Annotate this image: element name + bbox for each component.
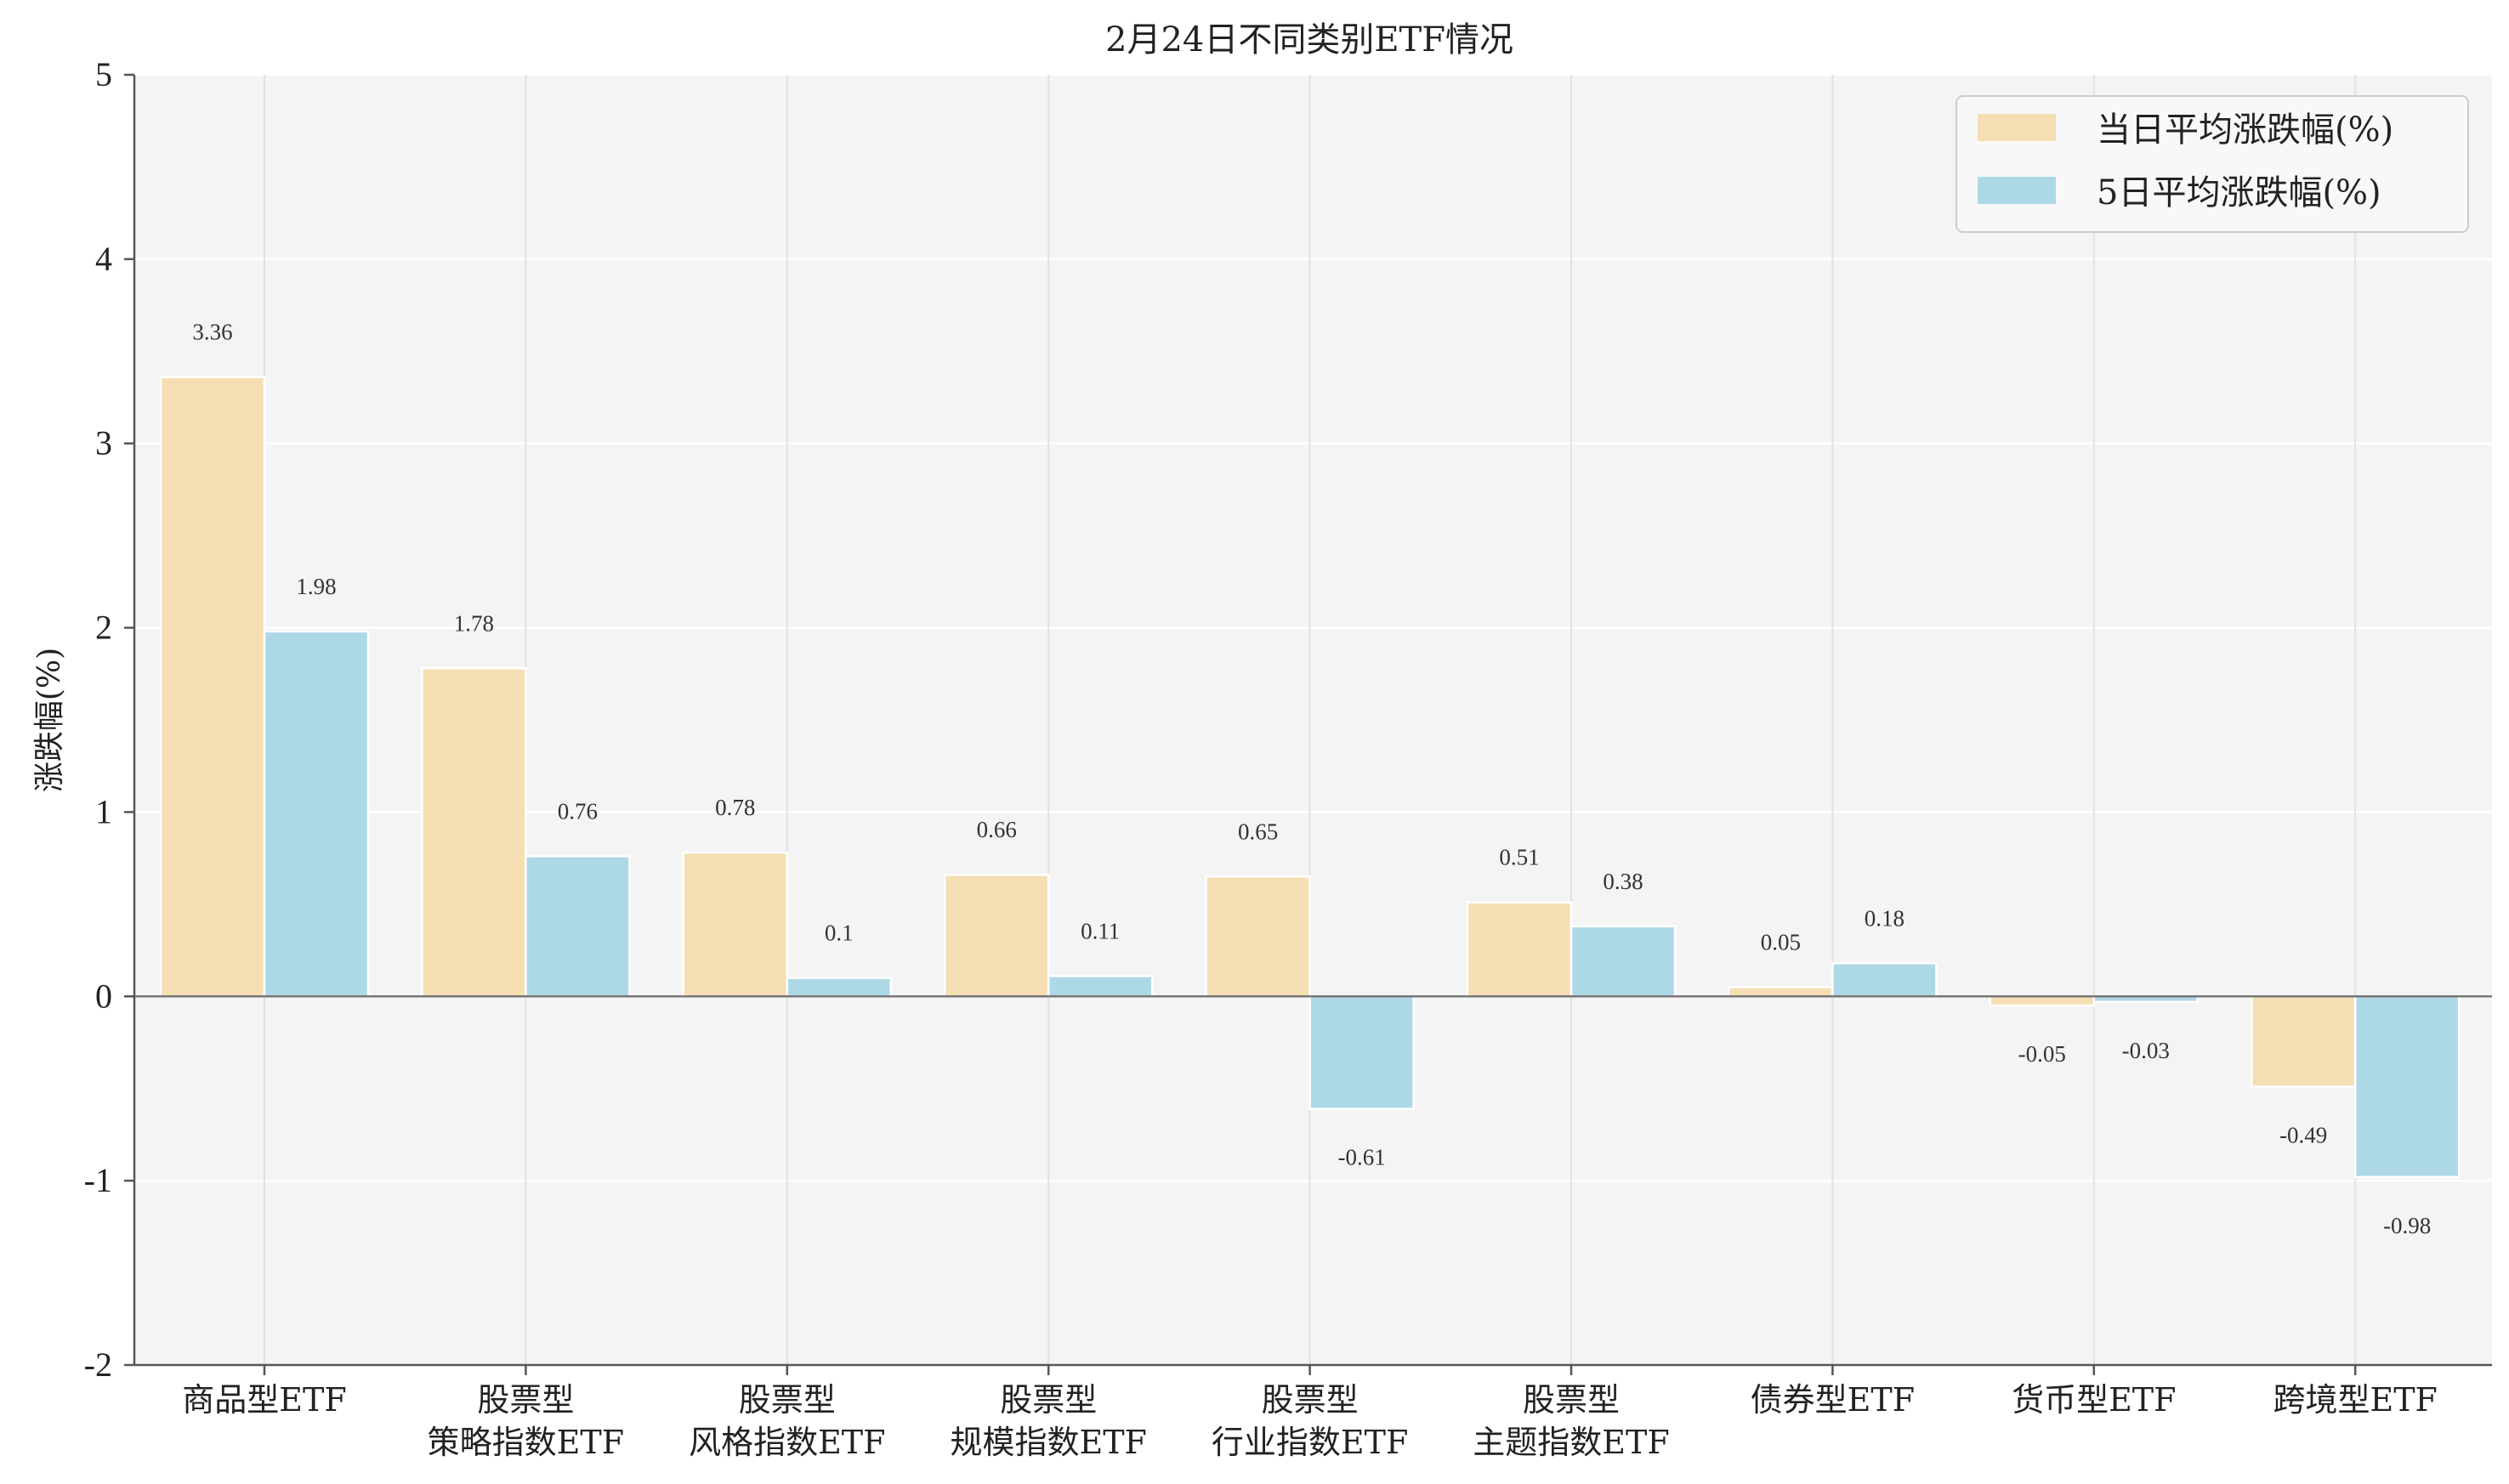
x-tick-label: 风格指数ETF [689, 1424, 885, 1461]
chart-title: 2月24日不同类别ETF情况 [1105, 20, 1513, 59]
bar-daily [943, 873, 1050, 998]
x-tick-label: 股票型 [1000, 1381, 1097, 1419]
data-label: 0.76 [558, 798, 598, 824]
x-tick-label: 商品型ETF [182, 1381, 346, 1419]
bar-daily [1728, 986, 1834, 998]
x-tick-label: 策略指数ETF [428, 1424, 624, 1461]
bar-daily [682, 851, 789, 998]
bar-daily [1205, 875, 1311, 998]
x-tick-label: 行业指数ETF [1212, 1424, 1408, 1461]
y-tick-label: -2 [84, 1345, 112, 1384]
bar-5day [786, 977, 893, 998]
y-tick-label: -1 [84, 1161, 112, 1199]
data-label: -0.98 [2383, 1213, 2431, 1238]
bar-daily [1989, 995, 2096, 1007]
x-tick-label: 股票型 [739, 1381, 836, 1419]
legend: 当日平均涨跌幅(%) 5日平均涨跌幅(%) [1956, 95, 2469, 233]
data-label: -0.03 [2122, 1038, 2170, 1063]
x-tick-label: 股票型 [477, 1381, 574, 1419]
data-label: 0.66 [977, 817, 1017, 842]
x-tick-label: 股票型 [1262, 1381, 1359, 1419]
bar-daily [159, 376, 266, 998]
data-label: -0.61 [1337, 1145, 1385, 1170]
x-tick-label: 货币型ETF [2012, 1381, 2176, 1419]
data-label: 0.51 [1499, 845, 1539, 870]
bar-5day [263, 630, 370, 998]
bar-5day [2353, 995, 2461, 1179]
data-label: -0.49 [2279, 1123, 2327, 1148]
bars [159, 376, 2461, 1179]
legend-swatch-daily [1978, 114, 2056, 141]
data-label: 3.36 [192, 320, 232, 345]
data-label: 0.18 [1865, 905, 1904, 931]
y-tick-label: 3 [95, 424, 112, 462]
x-tick-label: 股票型 [1523, 1381, 1620, 1419]
y-tick-label: 1 [95, 792, 112, 830]
bar-daily [1466, 901, 1573, 998]
x-tick-label: 跨境型ETF [2273, 1381, 2437, 1419]
y-axis-label: 涨跌幅(%) [32, 648, 67, 792]
data-label: 0.1 [825, 920, 854, 946]
plot-background [134, 75, 2492, 1365]
y-tick-label: 4 [95, 240, 112, 278]
bar-daily [421, 667, 527, 998]
bar-5day [525, 855, 631, 998]
x-tick-label: 规模指数ETF [950, 1424, 1146, 1461]
x-tick-label: 债券型ETF [1751, 1381, 1915, 1419]
legend-label-daily: 当日平均涨跌幅(%) [2097, 110, 2393, 150]
y-tick-label: 2 [95, 609, 112, 647]
legend-swatch-5day [1978, 177, 2056, 204]
data-label: 1.98 [296, 574, 336, 599]
y-tick-label: 5 [95, 55, 112, 93]
x-tick-label: 主题指数ETF [1473, 1424, 1669, 1461]
data-label: 1.78 [454, 610, 494, 636]
bar-5day [1308, 995, 1415, 1110]
data-labels: 3.36 1.78 0.78 0.66 0.65 0.51 0.05 -0.05 -0.49 1.… [192, 320, 2431, 1238]
data-label: 0.11 [1081, 918, 1120, 943]
y-ticks: -2 -1 0 1 2 3 4 5 [84, 55, 134, 1384]
data-label: 0.38 [1603, 869, 1643, 894]
bar-5day [1831, 962, 1938, 998]
bar-5day [1570, 925, 1677, 998]
legend-box [1956, 95, 2469, 233]
data-label: -0.05 [2018, 1041, 2066, 1067]
data-label: 0.05 [1761, 929, 1801, 954]
data-label: 0.78 [715, 795, 755, 820]
bar-daily [2250, 995, 2357, 1088]
y-tick-label: 0 [95, 977, 112, 1015]
legend-label-5day: 5日平均涨跌幅(%) [2097, 173, 2381, 212]
bar-5day [1047, 975, 1154, 998]
data-label: 0.65 [1238, 818, 1278, 844]
